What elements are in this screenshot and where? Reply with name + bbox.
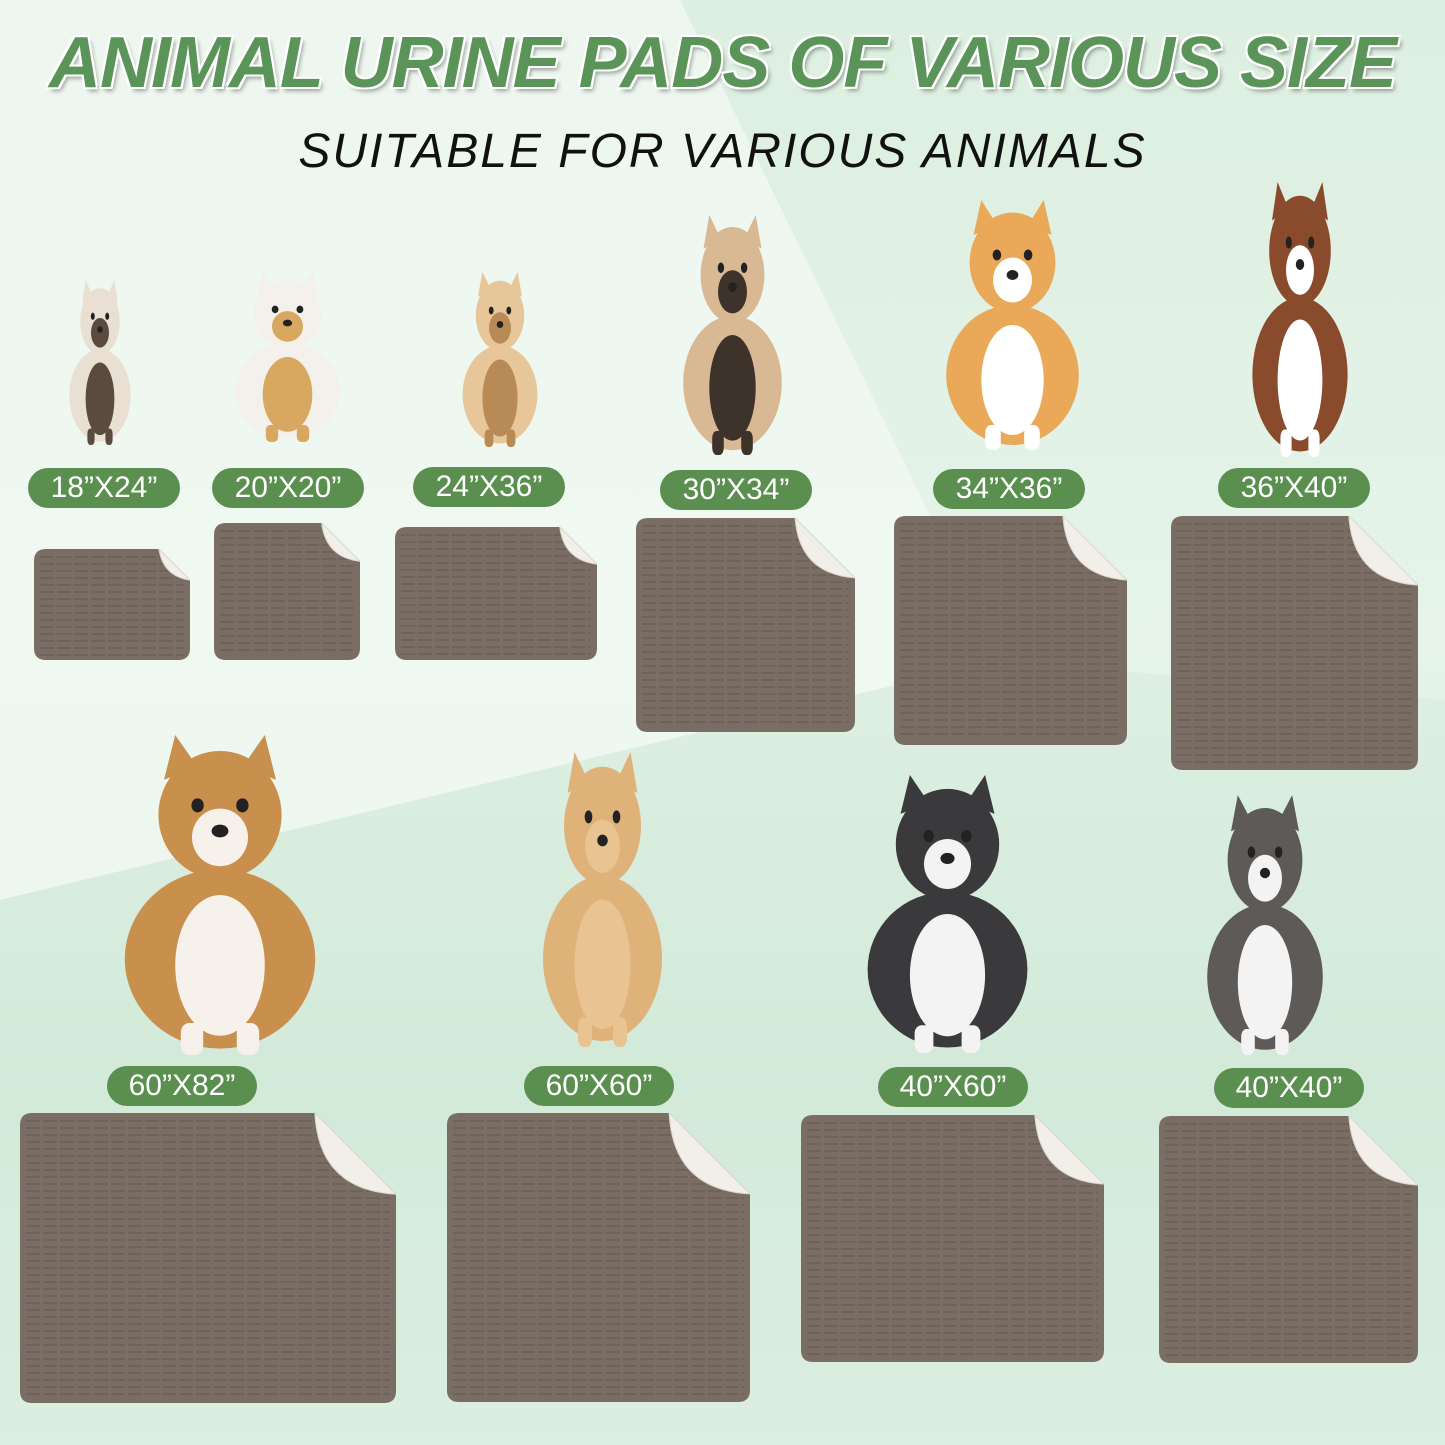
urine-pad (395, 527, 597, 660)
siamese-cat-image (69, 280, 131, 445)
urine-pad (34, 549, 190, 660)
pug-image (683, 215, 782, 455)
urine-pad (20, 1113, 396, 1403)
size-label: 24”X36” (413, 467, 565, 507)
australian-shepherd-image (1252, 182, 1348, 457)
page-subtitle: SUITABLE FOR VARIOUS ANIMALS (298, 125, 1147, 178)
size-label: 60”X82” (107, 1066, 257, 1106)
urine-pad (801, 1115, 1104, 1362)
urine-pad (214, 523, 360, 660)
cat-and-puppy-image (234, 272, 341, 442)
husky-pair-image (867, 775, 1028, 1053)
size-label: 34”X36” (933, 469, 1085, 509)
urine-pad (1171, 516, 1418, 770)
small-dog-image (462, 272, 538, 447)
urine-pad (1159, 1116, 1418, 1363)
size-label: 40”X60” (878, 1067, 1028, 1107)
size-label: 40”X40” (1214, 1068, 1364, 1108)
husky-image (1207, 795, 1323, 1055)
urine-pad (894, 516, 1127, 745)
size-label: 30”X34” (660, 470, 812, 510)
saint-bernard-image (124, 735, 316, 1055)
urine-pad (447, 1113, 750, 1402)
urine-pad (636, 518, 855, 732)
size-label: 36”X40” (1218, 468, 1370, 508)
size-label: 20”X20” (212, 468, 364, 508)
page-title: ANIMAL URINE PADS OF VARIOUS SIZE (48, 23, 1397, 103)
golden-retriever-image (543, 752, 662, 1047)
size-label: 18”X24” (28, 468, 180, 508)
size-label: 60”X60” (524, 1066, 674, 1106)
corgi-image (946, 200, 1079, 450)
